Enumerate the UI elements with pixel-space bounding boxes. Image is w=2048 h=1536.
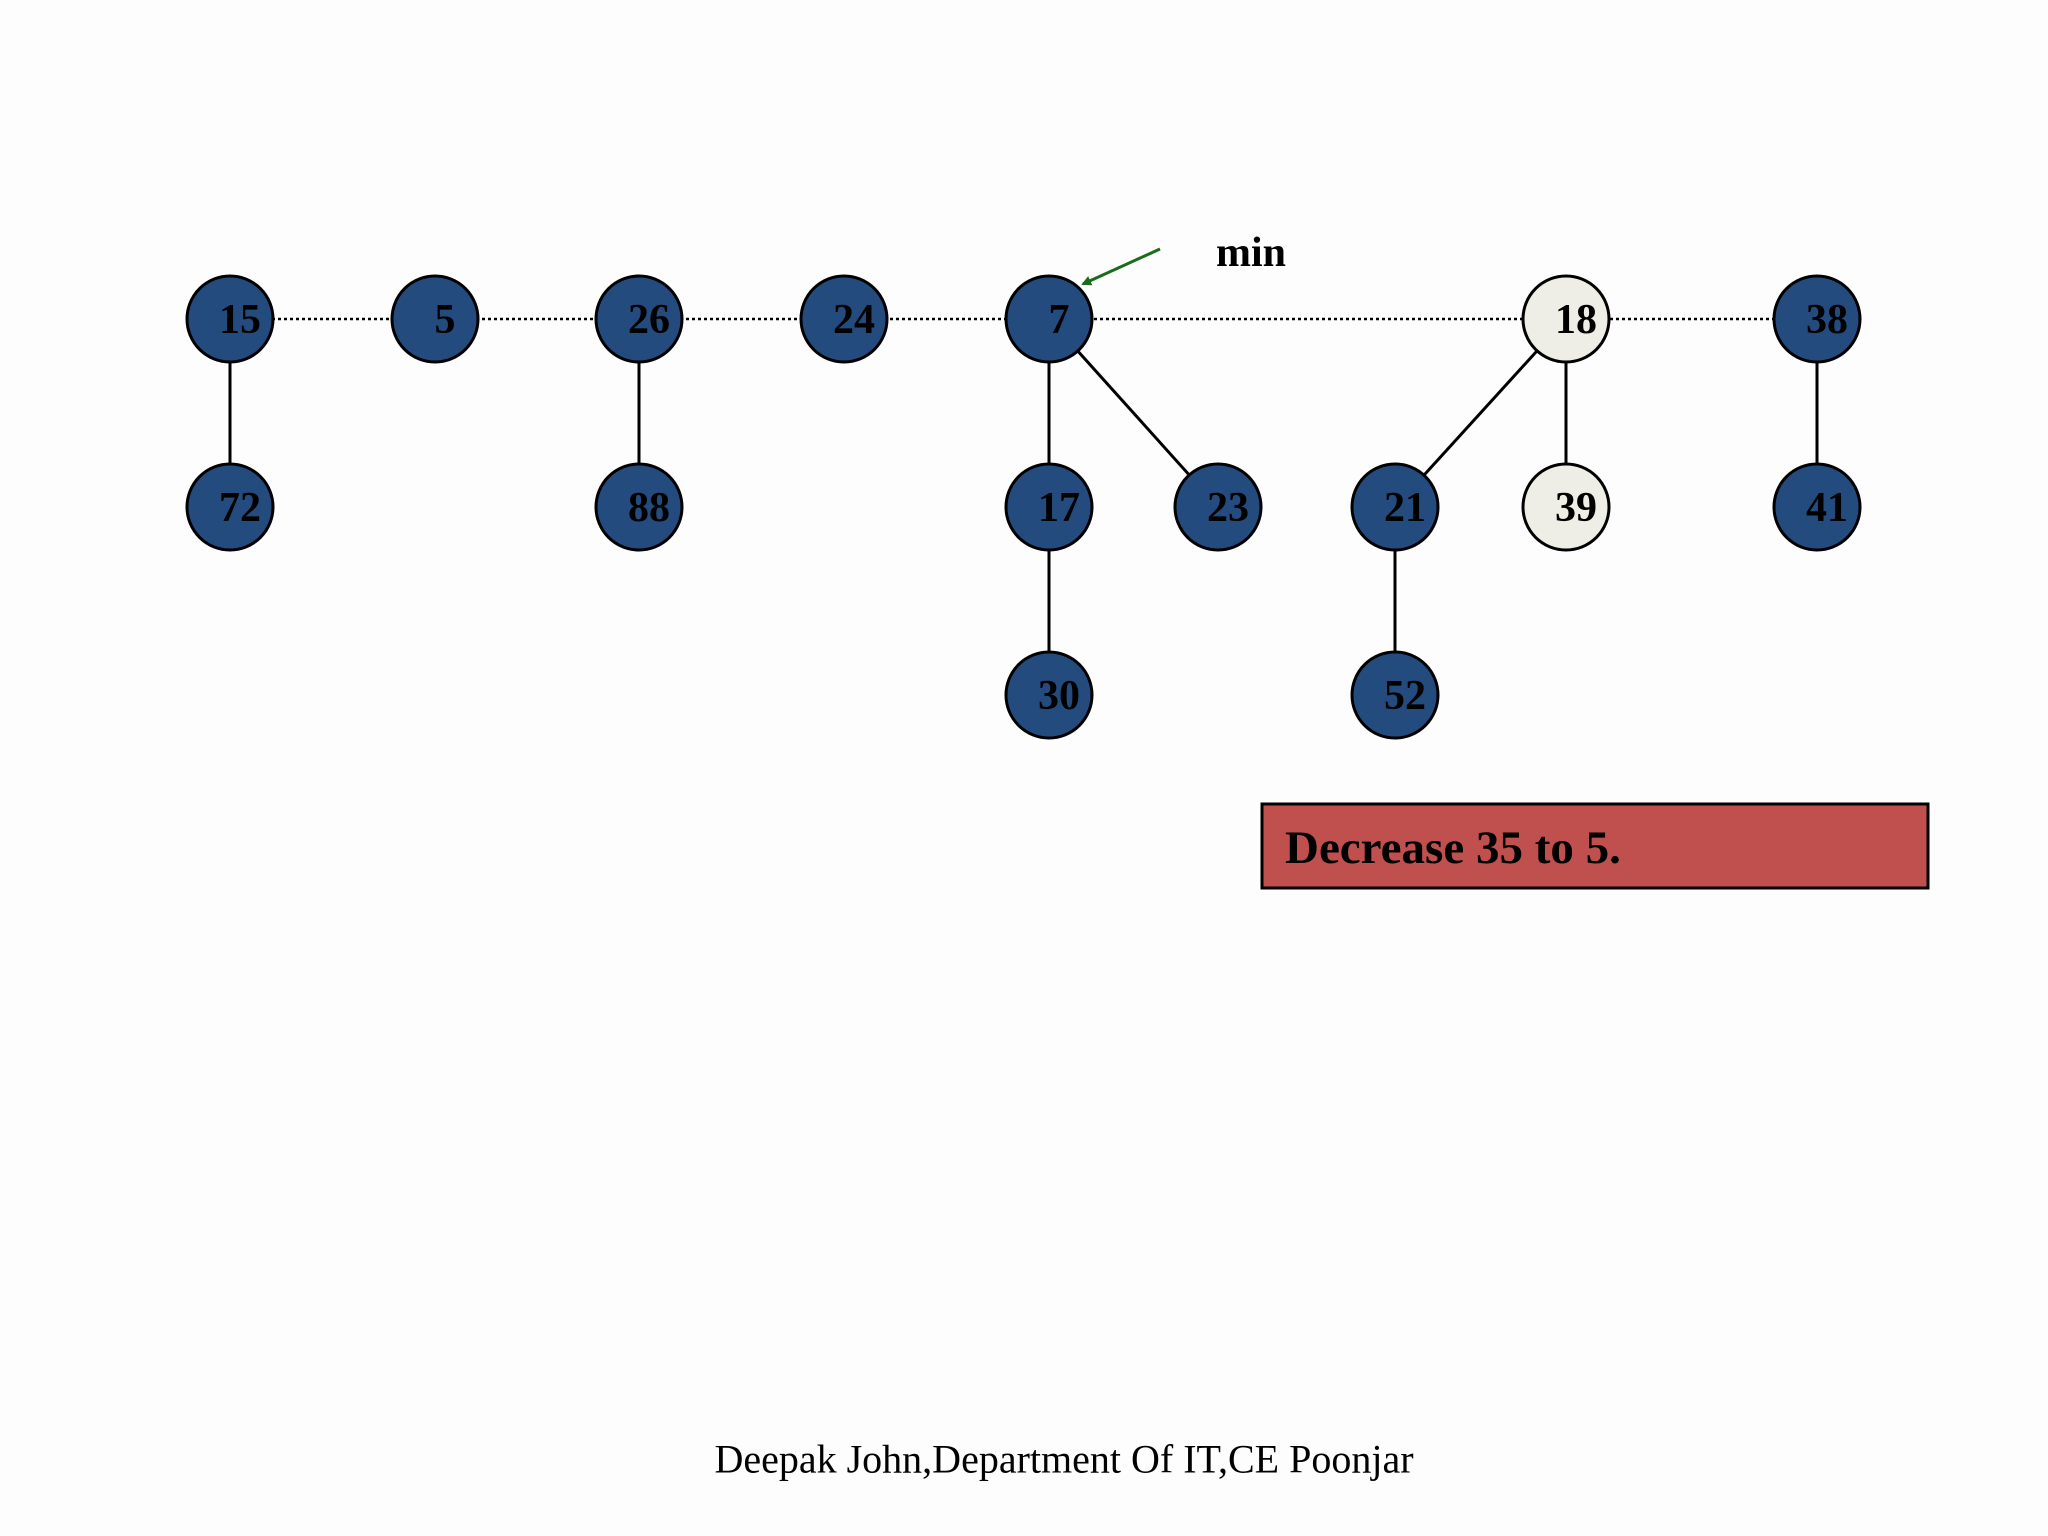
node-label: 26 <box>628 297 670 343</box>
node-label: 18 <box>1555 297 1597 343</box>
node: 41 <box>1772 462 1862 552</box>
node: 7 <box>1004 274 1094 364</box>
node-circle <box>1350 462 1440 552</box>
min-label: min <box>1216 230 1286 276</box>
node-circle <box>1004 650 1094 740</box>
node-label: 38 <box>1806 297 1848 343</box>
node-circle <box>1350 650 1440 740</box>
node-circle <box>185 274 275 364</box>
node-circle <box>1521 274 1611 364</box>
node-label: 5 <box>435 297 456 343</box>
node-label: 24 <box>833 297 875 343</box>
node-circle <box>1772 274 1862 364</box>
node-circle <box>799 274 889 364</box>
node: 26 <box>594 274 684 364</box>
node: 23 <box>1173 462 1263 552</box>
node-label: 41 <box>1806 485 1848 531</box>
node: 17 <box>1004 462 1094 552</box>
node-label: 7 <box>1049 297 1070 343</box>
footer: Deepak John,Department Of IT,CE Poonjar <box>714 1437 1413 1482</box>
node: 30 <box>1004 650 1094 740</box>
node-label: 15 <box>219 297 261 343</box>
node-label: 30 <box>1038 673 1080 719</box>
node-label: 21 <box>1384 485 1426 531</box>
node-label: 52 <box>1384 673 1426 719</box>
node: 38 <box>1772 274 1862 364</box>
node-circle <box>185 462 275 552</box>
node: 5 <box>390 274 480 364</box>
nodes: 15 5 26 24 7 18 38 72 88 17 23 21 39 41 30 52 <box>185 274 1862 740</box>
node: 39 <box>1521 462 1611 552</box>
node: 52 <box>1350 650 1440 740</box>
node: 21 <box>1350 462 1440 552</box>
node-label: 17 <box>1038 485 1080 531</box>
caption: Decrease 35 to 5. <box>1285 822 1621 874</box>
node-circle <box>1004 462 1094 552</box>
node-circle <box>594 462 684 552</box>
node-circle <box>1004 274 1094 364</box>
node-circle <box>1521 462 1611 552</box>
node-circle <box>594 274 684 364</box>
node-label: 88 <box>628 485 670 531</box>
node: 15 <box>185 274 275 364</box>
node-circle <box>390 274 480 364</box>
node-circle <box>1772 462 1862 552</box>
node-circle <box>1173 462 1263 552</box>
node: 18 <box>1521 274 1611 364</box>
node: 72 <box>185 462 275 552</box>
node-label: 72 <box>219 485 261 531</box>
min-arrow <box>1081 247 1161 286</box>
node: 24 <box>799 274 889 364</box>
node-label: 23 <box>1207 485 1249 531</box>
node: 88 <box>594 462 684 552</box>
caption-box <box>1260 802 1930 890</box>
node-label: 39 <box>1555 485 1597 531</box>
